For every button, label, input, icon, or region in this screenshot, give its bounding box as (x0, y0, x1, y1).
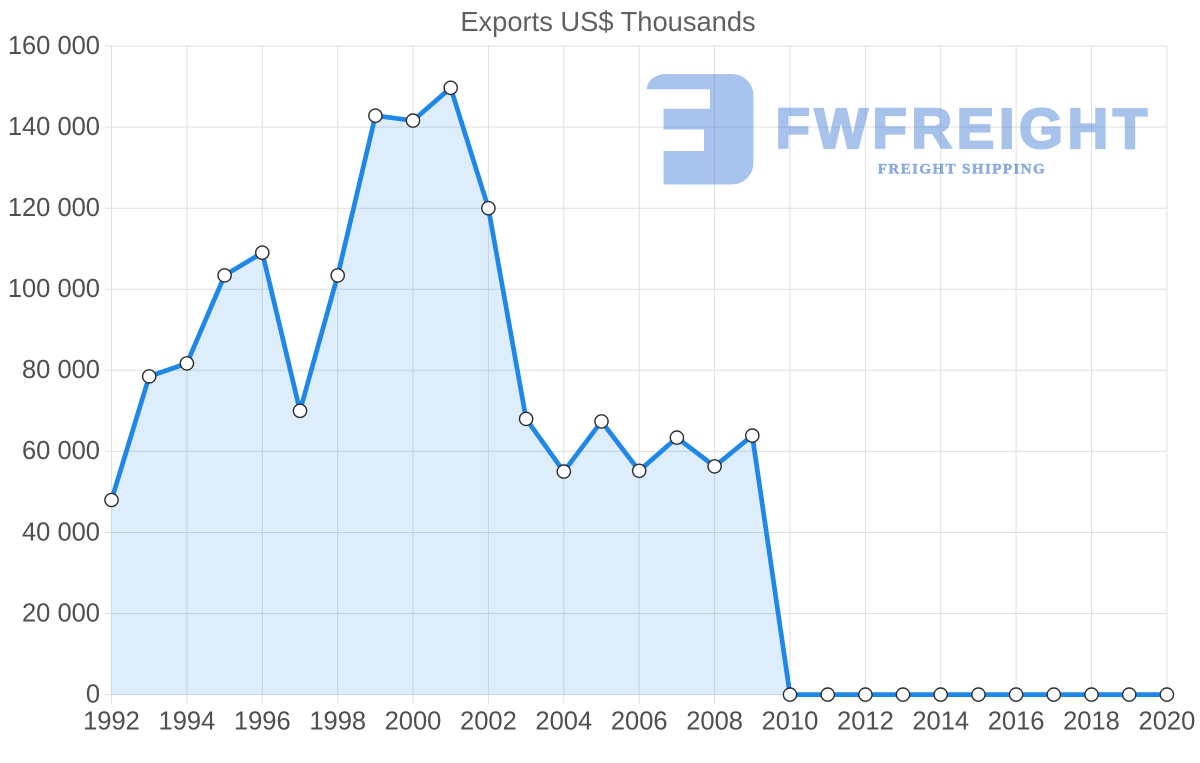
svg-text:20 000: 20 000 (22, 599, 100, 627)
svg-text:120 000: 120 000 (8, 194, 100, 222)
svg-text:2016: 2016 (988, 708, 1045, 736)
svg-text:2006: 2006 (611, 708, 668, 736)
svg-text:1998: 1998 (309, 708, 366, 736)
svg-text:40 000: 40 000 (22, 518, 100, 546)
svg-text:2012: 2012 (837, 708, 894, 736)
svg-text:FWFREIGHT: FWFREIGHT (776, 97, 1152, 160)
svg-text:140 000: 140 000 (8, 113, 100, 141)
svg-text:2018: 2018 (1063, 708, 1120, 736)
svg-text:2000: 2000 (385, 708, 442, 736)
svg-text:FREIGHT SHIPPING: FREIGHT SHIPPING (878, 161, 1046, 177)
svg-text:Exports US$ Thousands: Exports US$ Thousands (460, 6, 755, 37)
svg-text:1996: 1996 (234, 708, 291, 736)
svg-text:2014: 2014 (912, 708, 969, 736)
svg-text:2004: 2004 (535, 708, 592, 736)
svg-text:2020: 2020 (1139, 708, 1196, 736)
svg-text:2002: 2002 (460, 708, 517, 736)
svg-text:60 000: 60 000 (22, 437, 100, 465)
svg-text:80 000: 80 000 (22, 356, 100, 384)
svg-text:100 000: 100 000 (8, 275, 100, 303)
svg-text:2010: 2010 (762, 708, 819, 736)
svg-text:0: 0 (86, 680, 100, 708)
svg-text:1992: 1992 (83, 708, 140, 736)
svg-text:1994: 1994 (159, 708, 216, 736)
svg-text:2008: 2008 (686, 708, 743, 736)
svg-text:160 000: 160 000 (8, 32, 100, 60)
